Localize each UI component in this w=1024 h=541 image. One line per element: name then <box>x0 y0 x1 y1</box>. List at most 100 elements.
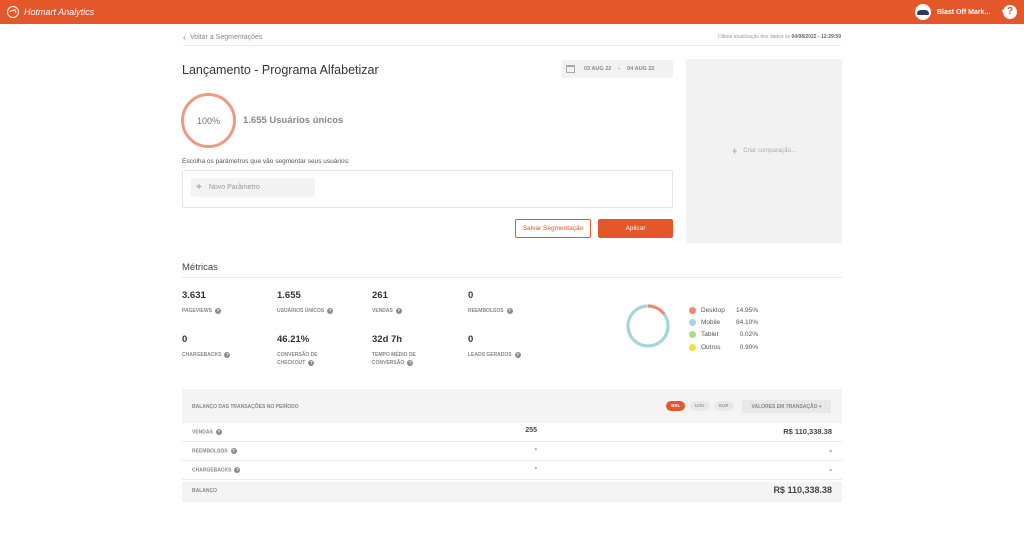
legend-item: Desktop 14.95% <box>689 304 758 316</box>
top-bar: Hotmart Analytics Blast Off Mark... ▼ ? <box>0 0 1024 24</box>
metric-value: 3.631 <box>182 290 206 301</box>
legend-value: 0.90% <box>739 343 758 351</box>
total-amount: R$ 110,338.38 <box>773 485 832 495</box>
metric-label: REEMBOLSOS? <box>468 307 558 315</box>
divider <box>182 277 842 278</box>
metric-label: TEMPO MÉDIO DE CONVERSÃO? <box>372 351 434 367</box>
help-icon[interactable]: ? <box>407 359 414 366</box>
metric-checkout-conversion: 46.21% CONVERSÃO DE CHECKOUT? <box>277 334 339 367</box>
row-label: VENDAS? <box>192 429 222 435</box>
help-icon[interactable]: ? <box>215 429 222 435</box>
new-parameter-label: Novo Parâmetro <box>208 184 260 191</box>
metric-label-text: PAGEVIEWS <box>182 308 212 314</box>
metric-value: 0 <box>468 334 474 345</box>
help-icon[interactable]: ? <box>506 307 513 314</box>
hotmart-logo-icon <box>7 6 19 18</box>
metric-value: 0 <box>468 290 474 301</box>
last-updated-value: 04/08/2022 - 12:29:59 <box>791 34 841 40</box>
metric-value: 32d 7h <box>372 334 403 345</box>
account-menu[interactable]: Blast Off Mark... ▼ <box>915 4 1007 20</box>
balance-header: BALANÇO DAS TRANSAÇÕES NO PERÍODO BRL US… <box>182 389 842 423</box>
row-label-text: CHARGEBACKS <box>192 467 232 474</box>
metric-value: 46.21% <box>277 334 310 345</box>
date-separator: - <box>618 66 621 72</box>
brand[interactable]: Hotmart Analytics <box>7 6 94 18</box>
donut-segments <box>626 304 670 348</box>
table-row: CHARGEBACKS? - - <box>182 461 842 480</box>
metric-label-text: VENDAS <box>372 308 393 314</box>
help-icon[interactable]: ? <box>230 448 237 454</box>
plus-icon: + <box>732 146 738 156</box>
back-link-label: Voltar a Segmentações <box>190 33 263 41</box>
currency-eur-button[interactable]: EUR <box>714 401 734 411</box>
users-percent-ring: 100% <box>181 93 236 148</box>
metric-label-text: CHARGEBACKS <box>182 352 222 358</box>
calendar-icon <box>566 65 575 73</box>
metric-label-text: LEADS GERADOS <box>468 352 512 358</box>
legend-name: Outros <box>701 343 721 351</box>
legend-value: 0.02% <box>739 331 758 339</box>
row-label: CHARGEBACKS? <box>192 467 241 474</box>
help-icon[interactable]: ? <box>308 359 315 366</box>
row-amount: - <box>829 446 833 455</box>
help-icon[interactable]: ? <box>224 351 231 358</box>
table-row: REEMBOLSOS? - - <box>182 442 842 461</box>
back-link[interactable]: ‹ Voltar a Segmentações <box>183 32 262 42</box>
metric-value: 261 <box>372 290 388 301</box>
plus-icon: + <box>196 182 202 193</box>
legend-dot <box>689 306 696 314</box>
total-label: BALANÇO <box>192 488 217 494</box>
help-icon[interactable]: ? <box>327 307 334 314</box>
metric-unique-users: 1.655 USUÁRIOS ÚNICOS? <box>277 290 367 315</box>
row-label: REEMBOLSOS? <box>192 448 237 454</box>
new-parameter-button[interactable]: + Novo Parâmetro <box>191 178 315 197</box>
metric-label-text: CONVERSÃO DE CHECKOUT <box>277 352 318 366</box>
legend-item: Mobile 84.10% <box>689 316 758 328</box>
account-avatar <box>915 4 931 20</box>
metric-value: 0 <box>182 334 188 345</box>
date-range-picker[interactable]: 03 AUG 22 - 04 AUG 22 <box>561 60 673 78</box>
legend-dot <box>689 318 696 326</box>
page-title: Lançamento - Programa Alfabetizar <box>182 63 379 77</box>
date-to: 04 AUG 22 <box>627 66 655 72</box>
account-name: Blast Off Mark... <box>937 8 991 16</box>
table-row-total: BALANÇO R$ 110,338.38 <box>182 482 842 502</box>
devices-legend: Desktop 14.95% Mobile 84.10% Tablet 0.02… <box>689 304 758 353</box>
last-updated-prefix: Última atualização dos dados às <box>718 34 791 40</box>
app-title: Hotmart Analytics <box>24 7 95 17</box>
legend-name: Desktop <box>701 306 725 314</box>
legend-item: Tablet 0.02% <box>689 329 758 341</box>
help-icon[interactable]: ? <box>514 351 521 358</box>
balance-title: BALANÇO DAS TRANSAÇÕES NO PERÍODO <box>192 404 299 410</box>
unique-users-count: 1.655 Usuários únicos <box>243 115 344 126</box>
devices-donut-chart <box>626 304 670 348</box>
balance-table: BALANÇO DAS TRANSAÇÕES NO PERÍODO BRL US… <box>182 389 842 503</box>
apply-button[interactable]: Aplicar <box>598 219 673 238</box>
help-icon[interactable]: ? <box>395 307 402 314</box>
legend-name: Mobile <box>701 318 721 326</box>
create-comparison-panel[interactable]: + Criar comparação... <box>686 59 842 243</box>
metric-refunds: 0 REEMBOLSOS? <box>468 290 558 315</box>
legend-value: 84.10% <box>736 318 759 326</box>
metric-label-text: USUÁRIOS ÚNICOS <box>277 308 325 314</box>
metric-label: USUÁRIOS ÚNICOS? <box>277 307 367 315</box>
divider <box>183 45 841 46</box>
help-icon[interactable]: ? <box>1003 5 1017 19</box>
row-label-text: REEMBOLSOS <box>192 448 228 455</box>
legend-dot <box>689 343 696 351</box>
help-icon[interactable]: ? <box>234 467 241 473</box>
metric-sales: 261 VENDAS? <box>372 290 462 315</box>
metric-value: 1.655 <box>277 290 301 301</box>
row-amount: R$ 110,338.38 <box>783 427 832 436</box>
table-row: VENDAS? 255 R$ 110,338.38 <box>182 423 842 442</box>
currency-usd-button[interactable]: USD <box>690 401 710 411</box>
row-count: - <box>534 465 537 472</box>
metrics-title: Métricas <box>182 262 218 273</box>
metric-label-text: REEMBOLSOS <box>468 308 504 314</box>
parameters-box: + Novo Parâmetro <box>182 170 673 208</box>
help-icon[interactable]: ? <box>214 307 221 314</box>
values-dropdown[interactable]: VALORES EM TRANSAÇÃO ▾ <box>742 400 831 413</box>
save-segment-button[interactable]: Salvar Segmentação <box>515 219 591 238</box>
create-comparison-label: Criar comparação... <box>743 148 796 154</box>
currency-brl-button[interactable]: BRL <box>666 401 686 411</box>
